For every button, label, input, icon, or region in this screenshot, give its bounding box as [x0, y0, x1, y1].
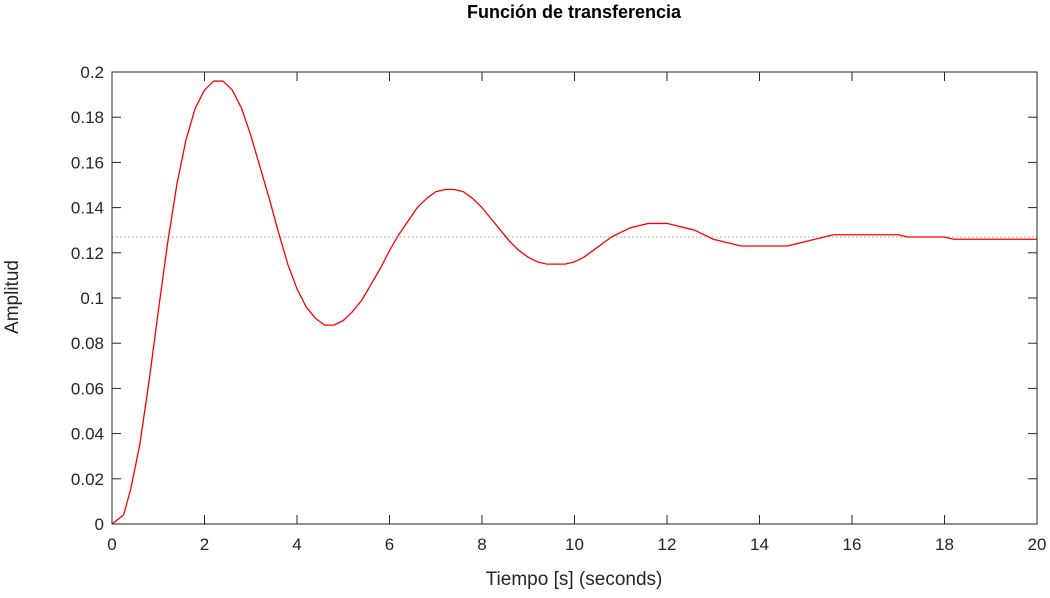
y-tick-label: 0.16: [71, 153, 104, 172]
plot-box: [111, 71, 1038, 525]
y-tick-label: 0.18: [71, 108, 104, 127]
y-tick-label: 0.14: [71, 199, 104, 218]
x-tick-label: 6: [385, 535, 394, 554]
y-tick-label: 0.2: [80, 63, 104, 82]
x-tick-label: 20: [1028, 535, 1047, 554]
series-line-0: [111, 80, 1037, 525]
x-tick-label: 4: [292, 535, 301, 554]
y-tick-label: 0.04: [71, 425, 104, 444]
y-tick-label: 0.1: [80, 289, 104, 308]
x-tick-label: 0: [107, 535, 116, 554]
x-tick-label: 12: [658, 535, 677, 554]
x-tick-label: 16: [843, 535, 862, 554]
x-tick-label: 2: [200, 535, 209, 554]
axes-layer: [111, 71, 1038, 525]
y-tick-label: 0.08: [71, 334, 104, 353]
x-tick-label: 10: [565, 535, 584, 554]
y-tick-label: 0.06: [71, 379, 104, 398]
y-tick-label: 0.02: [71, 470, 104, 489]
series-layer: [111, 80, 1037, 525]
x-tick-label: 14: [750, 535, 769, 554]
y-tick-labels: 0 0.02 0.04 0.06 0.08 0.1 0.12 0.14 0.16 0.18 0.2: [71, 63, 104, 534]
x-tick-label: 18: [935, 535, 954, 554]
y-tick-label: 0: [95, 515, 104, 534]
y-tick-label: 0.12: [71, 244, 104, 263]
chart-title: Función de transferencia: [467, 2, 682, 22]
x-axis-label: Tiempo [s] (seconds): [486, 569, 663, 590]
x-tick-label: 8: [477, 535, 486, 554]
x-tick-labels: 0 2 4 6 8 10 12 14 16 18 20: [107, 535, 1046, 554]
y-axis-label: Amplitud: [2, 260, 23, 334]
